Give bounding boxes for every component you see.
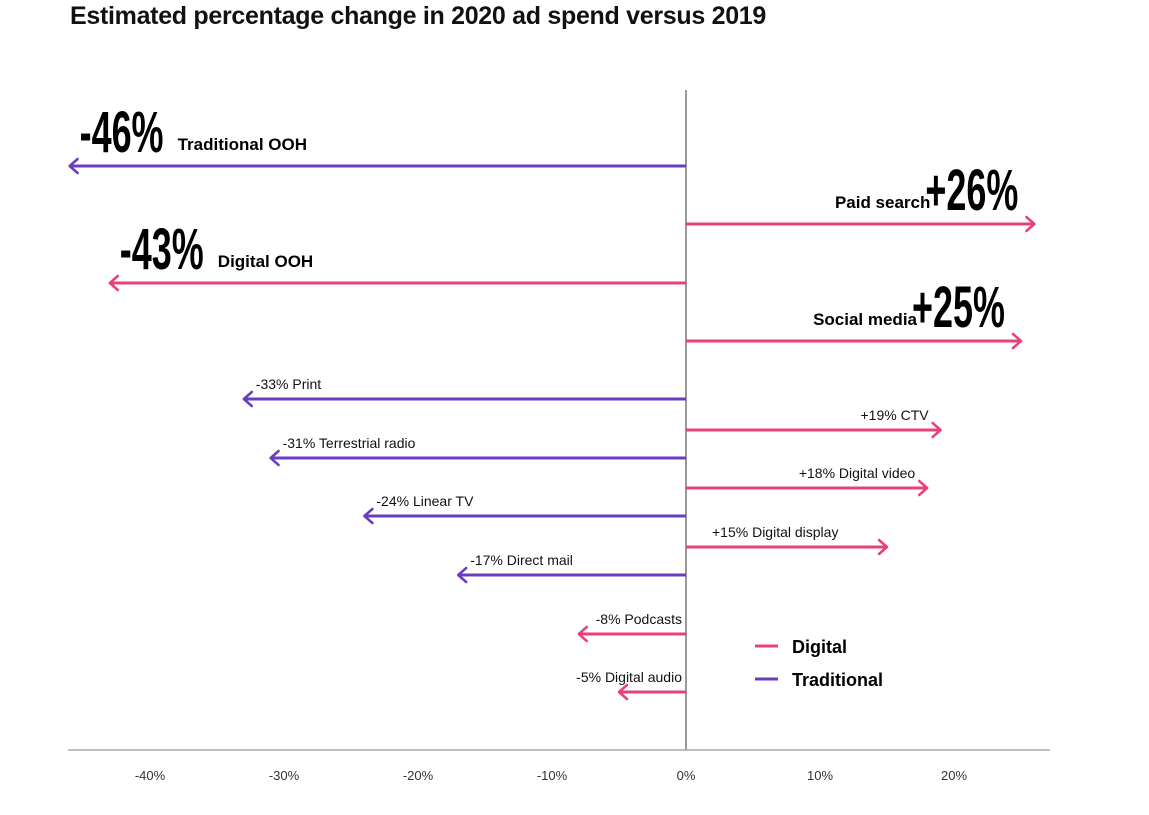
- arrow-head: [931, 421, 942, 439]
- data-label: -33% Print: [256, 376, 321, 392]
- arrow-head: [917, 479, 929, 497]
- data-label-value: -46%: [80, 100, 164, 165]
- arrow-head: [242, 390, 254, 408]
- data-label: -8% Podcasts: [596, 611, 682, 627]
- data-label: +18% Digital video: [799, 465, 916, 481]
- arrow-head: [456, 566, 468, 584]
- x-tick-label: 0%: [677, 768, 696, 783]
- legend-label: Traditional: [792, 670, 883, 690]
- data-label-category: Social media: [813, 310, 917, 329]
- arrow-head: [877, 538, 889, 556]
- data-label-category: Traditional OOH: [178, 135, 307, 154]
- arrow-head: [68, 157, 79, 175]
- arrow-head: [577, 625, 589, 643]
- x-tick-label: -40%: [135, 768, 166, 783]
- data-label-value: +26%: [925, 158, 1018, 223]
- data-label-value: -43%: [120, 217, 204, 282]
- data-label-value: +25%: [912, 275, 1005, 340]
- data-label: -24% Linear TV: [376, 493, 474, 509]
- data-label: -17% Direct mail: [470, 552, 573, 568]
- x-tick-label: 20%: [941, 768, 967, 783]
- arrow-head: [617, 683, 629, 701]
- data-label: -5% Digital audio: [576, 669, 682, 685]
- legend-label: Digital: [792, 637, 847, 657]
- arrow-head: [1011, 332, 1023, 350]
- arrow-head: [108, 274, 120, 292]
- x-tick-label: -30%: [269, 768, 300, 783]
- data-label-category: Digital OOH: [218, 252, 313, 271]
- data-label: +19% CTV: [861, 407, 930, 423]
- data-label: +15% Digital display: [712, 524, 838, 540]
- arrow-head: [1025, 215, 1036, 233]
- x-tick-label: -20%: [403, 768, 434, 783]
- chart-title: Estimated percentage change in 2020 ad s…: [70, 2, 767, 30]
- data-label-category: Paid search: [835, 193, 930, 212]
- x-tick-label: -10%: [537, 768, 568, 783]
- arrow-head: [363, 507, 374, 525]
- arrow-head: [269, 449, 280, 467]
- data-label: -31% Terrestrial radio: [283, 435, 416, 451]
- x-tick-label: 10%: [807, 768, 833, 783]
